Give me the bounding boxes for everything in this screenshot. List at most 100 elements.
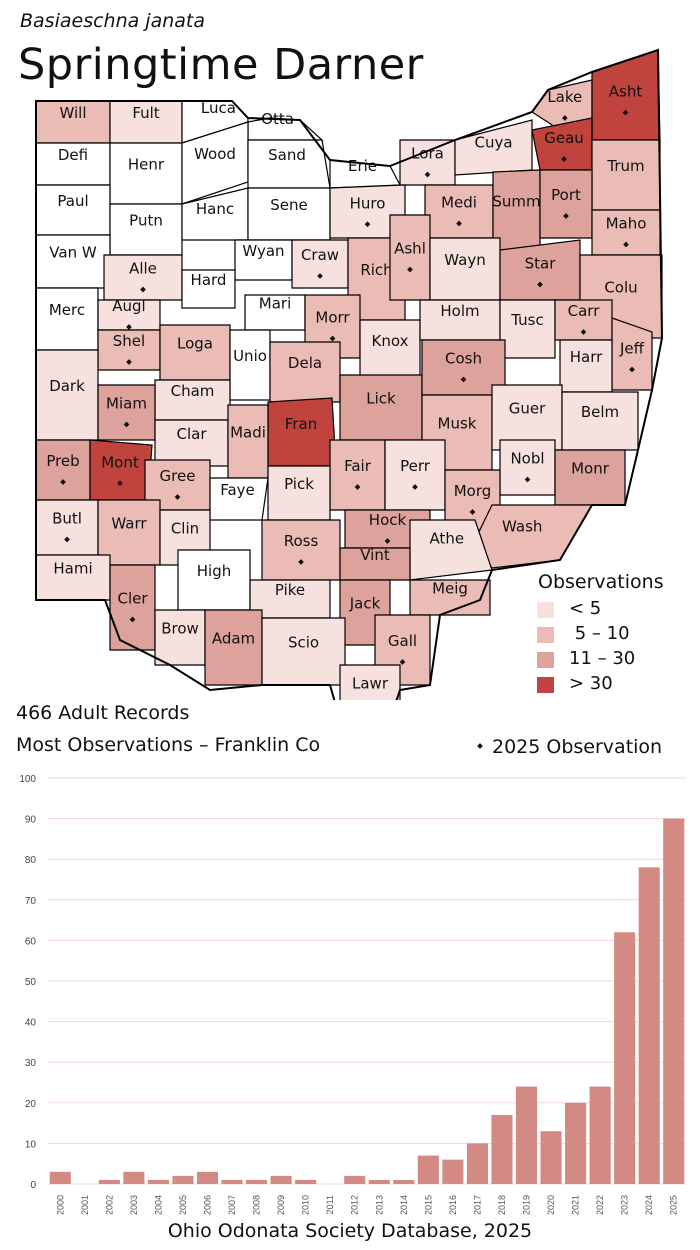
county-dela: Dela bbox=[269, 341, 341, 403]
observation-2025-marker bbox=[64, 536, 70, 543]
county-label: Paul bbox=[57, 192, 88, 210]
county-label: Huro bbox=[350, 194, 386, 212]
county-label: Dark bbox=[49, 377, 85, 395]
county-shape bbox=[97, 384, 156, 441]
x-tick-label: 2013 bbox=[374, 1195, 384, 1215]
observation-2025-marker bbox=[174, 494, 181, 500]
county-holm: Holm bbox=[419, 299, 501, 341]
county-knox: Knox bbox=[359, 319, 421, 381]
county-butl: Butl bbox=[35, 499, 99, 556]
bar-2000 bbox=[49, 1171, 71, 1184]
county-label: Lawr bbox=[352, 675, 389, 693]
observation-2025-marker bbox=[126, 359, 132, 365]
county-label: Clin bbox=[171, 520, 199, 538]
y-tick-label: 60 bbox=[25, 936, 37, 947]
county-shape bbox=[409, 579, 491, 616]
x-tick-label: 2022 bbox=[595, 1195, 605, 1215]
county-unio: Unio bbox=[229, 329, 271, 401]
bar-2005 bbox=[172, 1175, 194, 1184]
county-shel: Shel bbox=[97, 329, 161, 371]
observation-2025-marker bbox=[407, 266, 413, 273]
county-label: Maho bbox=[606, 215, 647, 233]
county-label: Craw bbox=[301, 246, 339, 264]
bar-2003 bbox=[123, 1171, 145, 1184]
county-geau: Geau bbox=[531, 117, 593, 171]
bar-2002 bbox=[98, 1179, 120, 1184]
county-lick: Lick bbox=[339, 374, 423, 441]
bar-2014 bbox=[393, 1179, 415, 1184]
x-tick-label: 2006 bbox=[203, 1195, 213, 1215]
county-cuya: Cuya bbox=[454, 119, 533, 176]
county-lawr: Lawr bbox=[339, 664, 401, 700]
bar-2012 bbox=[344, 1175, 366, 1184]
bar-2006 bbox=[196, 1171, 219, 1184]
county-putn: Putn bbox=[109, 203, 183, 256]
county-label: Colu bbox=[604, 279, 637, 297]
county-label: Augl bbox=[112, 297, 145, 315]
county-label: Harr bbox=[570, 348, 603, 366]
x-tick-label: 2021 bbox=[571, 1195, 581, 1215]
county-ross: Ross bbox=[261, 519, 341, 581]
observation-2025-marker bbox=[623, 241, 629, 248]
county-hami: Hami bbox=[35, 554, 111, 601]
x-tick-label: 2001 bbox=[80, 1195, 90, 1215]
county-label: Port bbox=[551, 186, 581, 204]
county-label: Cuya bbox=[474, 133, 512, 151]
county-label: Hanc bbox=[196, 200, 234, 218]
county-pick: Pick bbox=[267, 465, 331, 521]
county-label: Defi bbox=[58, 146, 88, 164]
county-label: Musk bbox=[438, 415, 477, 433]
county-hock: Hock bbox=[344, 509, 431, 549]
x-tick-label: 2023 bbox=[620, 1195, 630, 1215]
county-warr: Warr bbox=[97, 499, 161, 566]
observation-2025-marker bbox=[561, 115, 568, 121]
county-label: Clar bbox=[177, 425, 208, 443]
county-shape bbox=[109, 142, 183, 205]
observation-2025-marker bbox=[580, 329, 587, 335]
county-label: Luca bbox=[201, 99, 236, 117]
county-label: Asht bbox=[609, 83, 643, 101]
x-tick-label: 2010 bbox=[301, 1195, 311, 1215]
county-label: Nobl bbox=[510, 450, 544, 468]
county-shape bbox=[269, 341, 341, 403]
x-tick-label: 2004 bbox=[153, 1195, 163, 1215]
county-asht: Asht bbox=[591, 49, 661, 141]
county-label: Hard bbox=[191, 271, 227, 289]
county-label: Madi bbox=[230, 424, 266, 442]
county-shape bbox=[554, 449, 626, 506]
bar-2024 bbox=[638, 867, 660, 1184]
county-shape bbox=[35, 349, 99, 441]
county-faye: Faye bbox=[209, 477, 269, 521]
observation-2025-marker bbox=[298, 559, 304, 565]
x-tick-label: 2025 bbox=[669, 1195, 679, 1215]
county-label: Pike bbox=[275, 581, 305, 599]
county-label: Perr bbox=[400, 457, 431, 475]
county-shape bbox=[389, 214, 431, 301]
observation-2025-marker bbox=[412, 484, 418, 490]
observation-2025-marker bbox=[354, 484, 361, 490]
county-pike: Pike bbox=[249, 579, 331, 619]
county-hanc: Hanc bbox=[181, 187, 249, 241]
county-shape bbox=[159, 324, 231, 381]
x-tick-label: 2000 bbox=[55, 1195, 65, 1215]
county-label: Wayn bbox=[444, 251, 485, 269]
y-tick-label: 20 bbox=[25, 1099, 37, 1110]
county-shape bbox=[359, 319, 421, 381]
observation-2025-marker bbox=[561, 156, 567, 162]
county-trum: Trum bbox=[591, 139, 661, 211]
county-label: Carr bbox=[568, 302, 601, 320]
county-wayn: Wayn bbox=[429, 237, 501, 301]
county-shape bbox=[384, 439, 446, 511]
county-van-w: Van W bbox=[35, 234, 111, 289]
county-paul: Paul bbox=[35, 184, 111, 236]
county-tusc: Tusc bbox=[499, 299, 556, 359]
county-label: Faye bbox=[220, 481, 255, 499]
county-label: Cham bbox=[171, 382, 215, 400]
bar-2010 bbox=[295, 1179, 317, 1184]
observation-marker-label: 2025 Observation bbox=[492, 736, 663, 758]
county-defi: Defi bbox=[35, 142, 111, 186]
county-label: Medi bbox=[441, 194, 477, 212]
x-tick-label: 2020 bbox=[546, 1195, 556, 1215]
county-label: Belm bbox=[581, 403, 619, 421]
legend-label: 5 – 10 bbox=[569, 623, 630, 644]
